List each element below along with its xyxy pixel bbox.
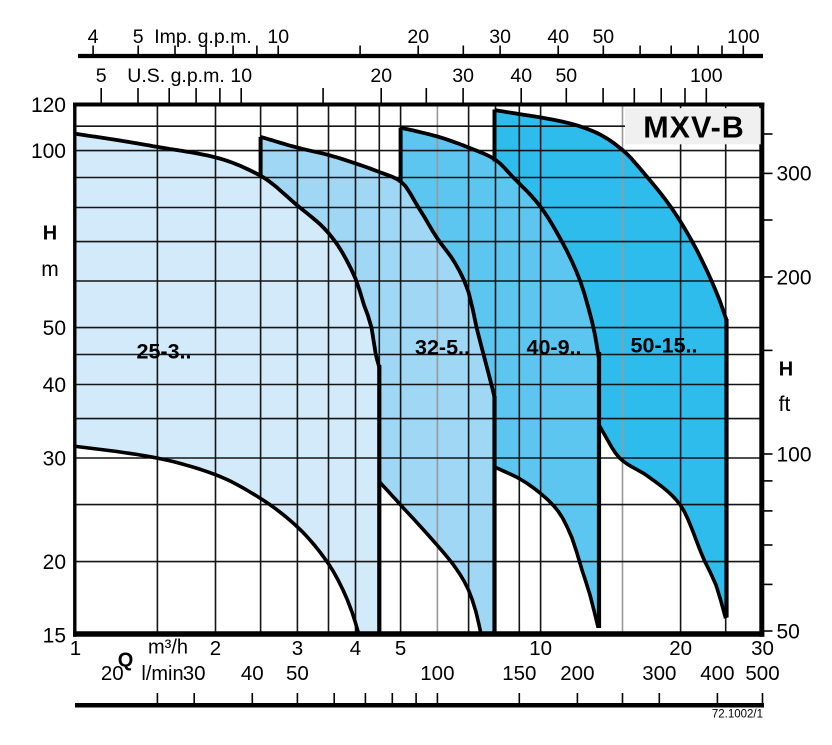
svg-text:2: 2: [210, 637, 221, 660]
svg-text:40: 40: [241, 662, 264, 685]
svg-text:4: 4: [88, 26, 99, 48]
svg-text:50: 50: [777, 620, 800, 643]
svg-text:Imp. g.p.m.: Imp. g.p.m.: [154, 26, 252, 48]
svg-text:50-15..: 50-15..: [631, 334, 698, 358]
svg-text:10: 10: [529, 637, 552, 660]
svg-text:20: 20: [370, 65, 392, 87]
svg-text:40: 40: [43, 374, 66, 397]
svg-text:25-3..: 25-3..: [137, 340, 192, 364]
svg-text:120: 120: [31, 94, 66, 117]
svg-text:30: 30: [43, 447, 66, 470]
svg-text:1: 1: [70, 637, 81, 660]
svg-text:200: 200: [560, 662, 594, 685]
svg-text:4: 4: [350, 637, 361, 660]
svg-text:50: 50: [286, 662, 309, 685]
svg-text:40: 40: [510, 65, 532, 87]
svg-text:Q: Q: [118, 650, 134, 672]
svg-text:20: 20: [407, 26, 429, 48]
svg-text:MXV-B: MXV-B: [643, 111, 745, 145]
svg-text:100: 100: [727, 26, 760, 48]
svg-text:100: 100: [31, 140, 66, 163]
svg-text:40-9..: 40-9..: [527, 336, 582, 360]
svg-text:l/min: l/min: [141, 663, 183, 685]
svg-text:72.1002/1: 72.1002/1: [712, 709, 763, 721]
svg-text:30: 30: [452, 65, 474, 87]
svg-text:50: 50: [555, 65, 577, 87]
svg-text:30: 30: [489, 26, 511, 48]
svg-text:10: 10: [267, 26, 289, 48]
svg-text:100: 100: [777, 443, 812, 466]
svg-text:100: 100: [420, 662, 454, 685]
svg-text:500: 500: [745, 662, 779, 685]
svg-text:m: m: [41, 258, 59, 281]
svg-text:40: 40: [547, 26, 569, 48]
svg-text:30: 30: [751, 637, 774, 660]
svg-text:ft: ft: [779, 393, 791, 416]
svg-text:20: 20: [669, 637, 692, 660]
svg-text:30: 30: [183, 662, 206, 685]
svg-text:3: 3: [292, 637, 303, 660]
svg-text:m³/h: m³/h: [148, 637, 188, 659]
svg-text:20: 20: [101, 662, 124, 685]
svg-text:300: 300: [642, 662, 676, 685]
svg-text:10: 10: [230, 65, 252, 87]
svg-text:5: 5: [133, 26, 144, 48]
svg-text:20: 20: [43, 551, 66, 574]
svg-text:15: 15: [43, 624, 66, 647]
svg-text:H: H: [43, 223, 57, 245]
svg-text:150: 150: [502, 662, 536, 685]
svg-text:200: 200: [777, 266, 812, 289]
svg-text:5: 5: [395, 637, 406, 660]
svg-text:50: 50: [592, 26, 614, 48]
svg-text:5: 5: [96, 65, 107, 87]
svg-text:U.S. g.p.m.: U.S. g.p.m.: [127, 65, 225, 87]
svg-text:100: 100: [690, 65, 723, 87]
svg-text:H: H: [779, 359, 793, 381]
svg-text:400: 400: [700, 662, 734, 685]
svg-text:32-5..: 32-5..: [415, 336, 470, 360]
svg-text:300: 300: [777, 163, 812, 186]
svg-text:50: 50: [43, 317, 66, 340]
